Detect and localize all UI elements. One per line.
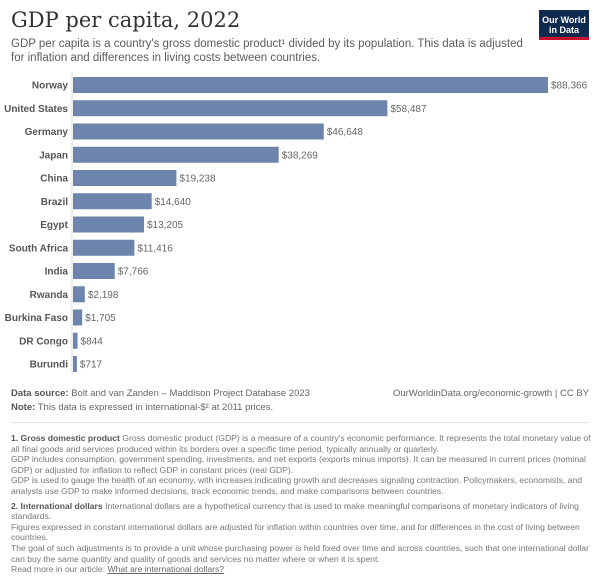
divider [11, 422, 589, 423]
footnote-2-title: 2. International dollars [11, 500, 103, 511]
category-label: Egypt [40, 220, 68, 231]
category-label: Burundi [30, 360, 69, 371]
value-label: $7,766 [118, 267, 149, 278]
footnote-text: The goal of such adjustments is to provi… [11, 542, 590, 564]
value-label: $1,705 [85, 313, 116, 324]
chart-title: GDP per capita, 2022 [11, 8, 241, 32]
category-label: Germany [25, 127, 69, 138]
note-text: This data is expressed in international-… [37, 402, 274, 413]
footnote-text: GDP is used to gauge the health of an ec… [11, 475, 583, 496]
value-label: $14,640 [155, 197, 192, 208]
footnote-text: Read more in our article: [11, 564, 106, 575]
footnote-text: International dollars are a hypothetical… [11, 500, 579, 522]
bar[interactable] [73, 100, 388, 117]
footnote-text: Figures expressed in constant internatio… [11, 521, 580, 543]
bar[interactable] [73, 286, 85, 303]
note-label: Note: [11, 402, 36, 413]
article-link[interactable]: What are international dollars? [107, 564, 225, 575]
footnote-1-title: 1. Gross domestic product [11, 433, 120, 443]
category-label: Rwanda [30, 290, 69, 301]
category-label: Brazil [41, 197, 68, 208]
category-label: DR Congo [19, 336, 68, 347]
bar-chart: Norway $88,366 United States $58,487 Germany… [4, 72, 588, 373]
category-label: South Africa [9, 243, 69, 254]
bar[interactable] [73, 216, 144, 233]
bar[interactable] [73, 77, 548, 93]
category-label: Norway [32, 81, 69, 92]
bar[interactable] [73, 146, 279, 163]
value-label: $11,416 [137, 243, 173, 254]
value-label: $19,238 [179, 174, 216, 185]
source-url[interactable]: OurWorldinData.org/economic-growth | CC … [392, 388, 589, 399]
value-label: $46,648 [327, 127, 364, 138]
footnote-text: GDP includes consumption, government spe… [11, 454, 586, 475]
bar[interactable] [73, 239, 135, 256]
value-label: $2,198 [88, 290, 119, 301]
category-label: Japan [39, 150, 68, 161]
source-label: Data source: [11, 388, 69, 399]
value-label: $58,487 [390, 104, 427, 115]
value-label: $88,366 [551, 81, 588, 92]
category-label: United States [4, 104, 68, 115]
footnote-2: 2. International dollars International d… [11, 501, 591, 575]
value-label: $13,205 [147, 220, 184, 231]
category-label: China [40, 174, 68, 185]
data-source: Data source: Bolt and van Zanden – Maddi… [11, 388, 310, 399]
category-label: Burkina Faso [5, 313, 68, 324]
value-label: $717 [80, 360, 103, 371]
footnote-text: Gross domestic product (GDP) is a measur… [11, 433, 591, 454]
data-note: Note: This data is expressed in internat… [11, 402, 273, 413]
bar[interactable] [73, 309, 83, 326]
owid-logo[interactable]: Our World in Data [539, 10, 589, 40]
source-text: Bolt and van Zanden – Maddison Project D… [71, 388, 310, 399]
bar[interactable] [73, 193, 152, 210]
chart-subtitle: GDP per capita is a country's gross dome… [11, 38, 523, 64]
bar[interactable] [73, 123, 324, 140]
category-label: India [45, 267, 69, 278]
footnotes: 1. Gross domestic product Gross domestic… [11, 433, 591, 579]
value-label: $38,269 [282, 150, 319, 161]
footnote-1: 1. Gross domestic product Gross domestic… [11, 433, 591, 497]
bar[interactable] [73, 356, 77, 372]
bar[interactable] [73, 332, 78, 349]
bar[interactable] [73, 263, 115, 279]
bar[interactable] [73, 170, 177, 186]
value-label: $844 [81, 336, 104, 347]
